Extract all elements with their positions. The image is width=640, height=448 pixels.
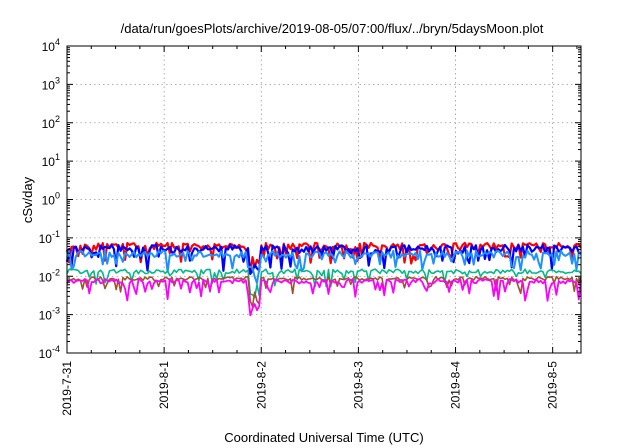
chart-title: /data/run/goesPlots/archive/2019-08-05/0… [121, 21, 544, 36]
y-tick-label: 10-3 [39, 306, 60, 323]
y-tick-label: 102 [42, 114, 60, 131]
x-tick-label: 2019-7-31 [60, 361, 74, 416]
series-line [66, 268, 582, 299]
x-tick-label: 2019-8-2 [254, 361, 268, 409]
x-axis: 2019-7-31 2019-8-1 2019-8-2 2019-8-3 2019-8-… [60, 46, 578, 416]
y-axis: 10-4 10-3 10-2 10-1 100 101 102 103 104 [39, 37, 581, 361]
y-tick-label: 103 [42, 75, 60, 92]
y-tick-label: 10-1 [39, 229, 60, 246]
x-tick-label: 2019-8-5 [546, 361, 560, 409]
series-group [65, 241, 582, 317]
grid-lines [67, 46, 581, 353]
x-tick-label: 2019-8-1 [157, 361, 171, 409]
y-tick-label: 101 [42, 152, 60, 169]
y-tick-label: 10-2 [39, 267, 60, 284]
series-line [65, 241, 582, 276]
y-axis-label: cSv/day [20, 176, 35, 223]
x-tick-label: 2019-8-3 [351, 361, 365, 409]
y-tick-label: 100 [42, 191, 60, 208]
x-axis-label: Coordinated Universal Time (UTC) [224, 430, 423, 445]
x-tick-label: 2019-8-4 [449, 361, 463, 409]
y-tick-label: 104 [42, 37, 60, 54]
y-tick-label: 10-4 [39, 344, 60, 361]
series-line [66, 249, 582, 285]
series-line [66, 278, 582, 317]
